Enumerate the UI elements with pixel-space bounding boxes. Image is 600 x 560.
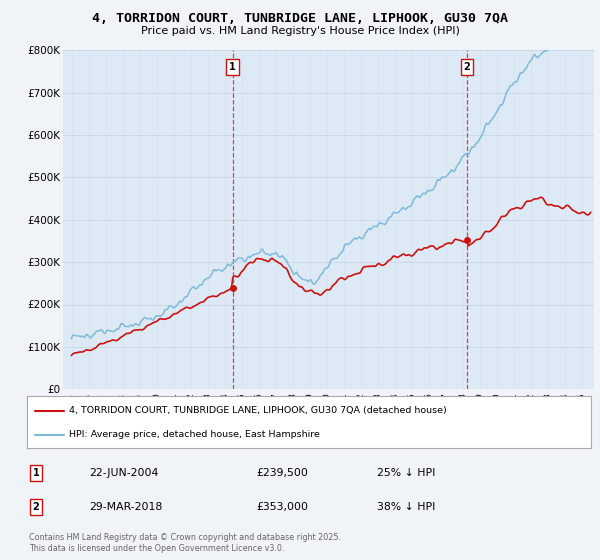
Text: 4, TORRIDON COURT, TUNBRIDGE LANE, LIPHOOK, GU30 7QA (detached house): 4, TORRIDON COURT, TUNBRIDGE LANE, LIPHO… xyxy=(70,406,447,415)
Text: Contains HM Land Registry data © Crown copyright and database right 2025.
This d: Contains HM Land Registry data © Crown c… xyxy=(29,533,341,553)
Text: 38% ↓ HPI: 38% ↓ HPI xyxy=(377,502,435,512)
Text: 1: 1 xyxy=(229,62,236,72)
Text: HPI: Average price, detached house, East Hampshire: HPI: Average price, detached house, East… xyxy=(70,431,320,440)
Text: Price paid vs. HM Land Registry's House Price Index (HPI): Price paid vs. HM Land Registry's House … xyxy=(140,26,460,36)
Text: 1: 1 xyxy=(32,468,40,478)
Text: 25% ↓ HPI: 25% ↓ HPI xyxy=(377,468,435,478)
Text: £239,500: £239,500 xyxy=(257,468,308,478)
Text: 4, TORRIDON COURT, TUNBRIDGE LANE, LIPHOOK, GU30 7QA: 4, TORRIDON COURT, TUNBRIDGE LANE, LIPHO… xyxy=(92,12,508,25)
Text: 2: 2 xyxy=(32,502,40,512)
Text: 2: 2 xyxy=(464,62,470,72)
Text: £353,000: £353,000 xyxy=(257,502,309,512)
Text: 22-JUN-2004: 22-JUN-2004 xyxy=(89,468,158,478)
Text: 29-MAR-2018: 29-MAR-2018 xyxy=(89,502,162,512)
